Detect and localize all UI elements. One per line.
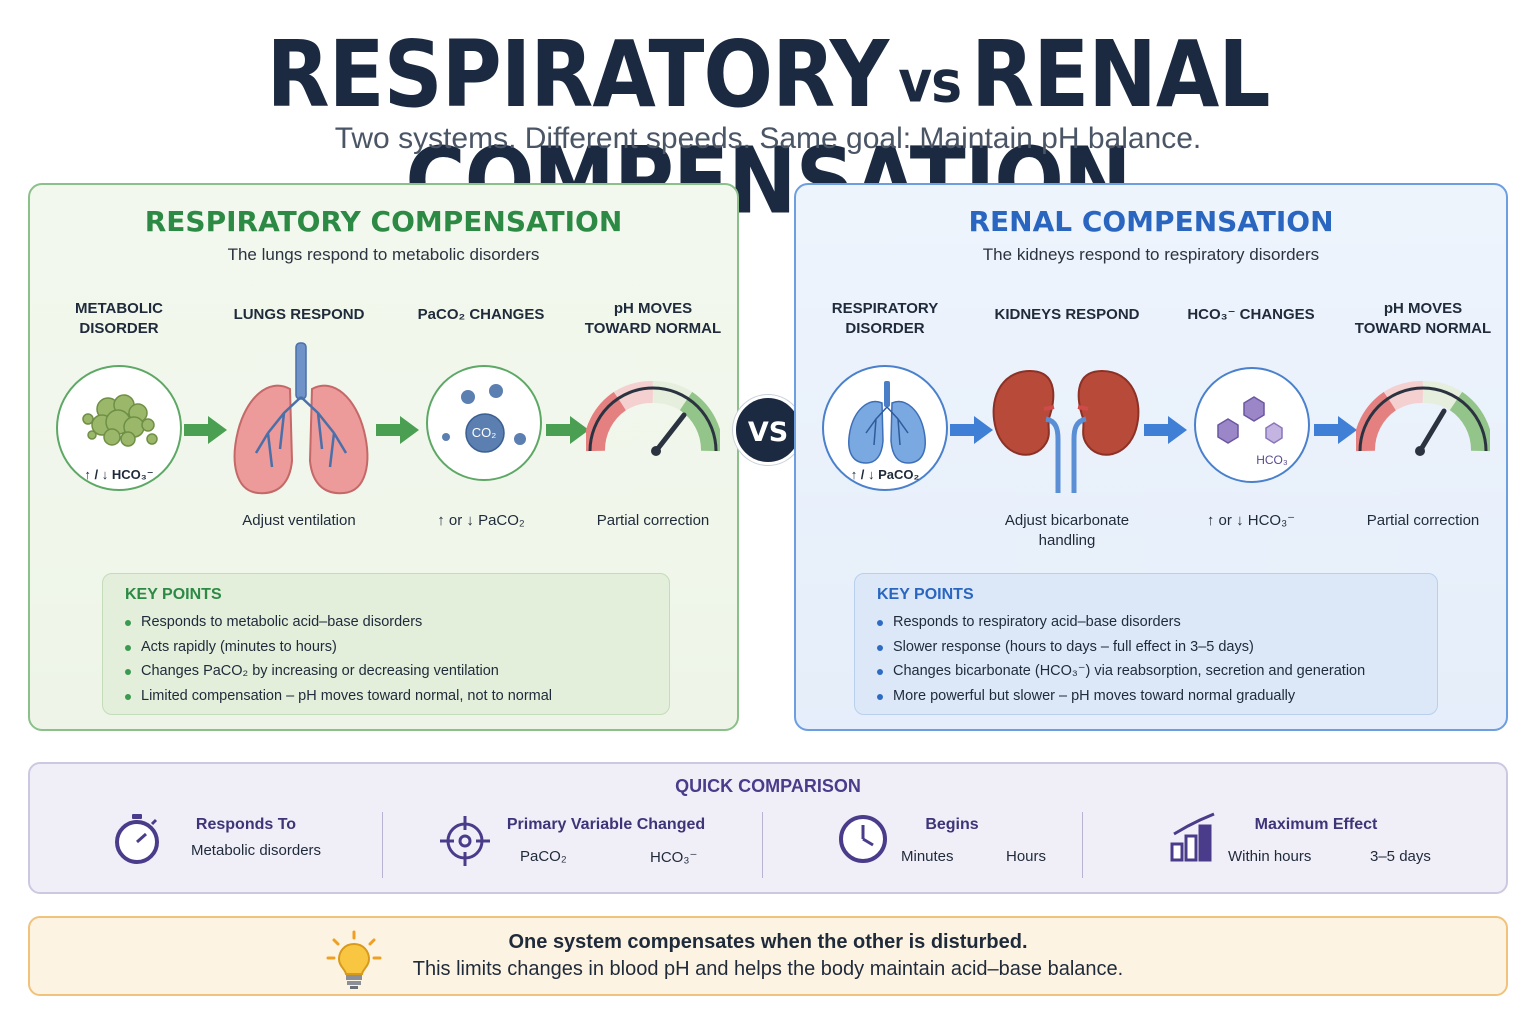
- vs-badge: VS: [733, 395, 803, 465]
- title-vs: vs: [898, 48, 962, 117]
- divider: [1082, 812, 1083, 878]
- list-item: More powerful but slower – pH moves towa…: [877, 684, 1415, 709]
- col-begins-value-1: Minutes: [901, 848, 954, 865]
- col-maximum-effect-value-2: 3–5 days: [1370, 848, 1431, 865]
- respiratory-panel: RESPIRATORY COMPENSATION The lungs respo…: [28, 183, 739, 731]
- arrow-right-icon: [184, 416, 227, 444]
- col-primary-variable-value-1: PaCO₂: [520, 848, 567, 865]
- col-responds-to-header: Responds To: [195, 816, 297, 833]
- respiratory-disorder-circle: ↑ / ↓ PaCO₂: [822, 365, 948, 491]
- summary-banner: One system compensates when the other is…: [28, 916, 1508, 996]
- renal-key-points: KEY POINTS Responds to respiratory acid–…: [854, 573, 1438, 715]
- hco3-circle: HCO₃: [1194, 367, 1310, 483]
- ph-gauge-icon: [1356, 381, 1490, 456]
- respiratory-subtitle: The lungs respond to metabolic disorders: [227, 245, 540, 264]
- metabolic-disorder-circle: ↑ / ↓ HCO₃⁻: [56, 365, 182, 491]
- col-responds-to-value: Metabolic disorders: [190, 842, 322, 859]
- col-primary-variable-header: Primary Variable Changed: [506, 816, 706, 833]
- divider: [762, 812, 763, 878]
- quick-comparison: QUICK COMPARISON Responds To Metabolic d…: [28, 762, 1508, 894]
- caption-paco2-change: ↑ or ↓ PaCO₂: [437, 512, 525, 529]
- ph-gauge-icon: [586, 381, 720, 456]
- clock-icon: [839, 815, 887, 863]
- arrow-right-icon: [1144, 416, 1187, 444]
- co2-circle: CO₂: [426, 365, 542, 481]
- renal-title: RENAL COMPENSATION: [968, 205, 1334, 238]
- step-label-respiratory-disorder: RESPIRATORY DISORDER: [831, 300, 939, 337]
- step-label-paco2-changes: PaCO₂ CHANGES: [417, 306, 545, 323]
- hco3-label: HCO₃: [1256, 453, 1288, 467]
- col-maximum-effect-header: Maximum Effect: [1254, 816, 1378, 833]
- bicarbonate-molecule-icon: [1217, 396, 1283, 444]
- lungs-small-icon: [848, 381, 926, 464]
- respiratory-title: RESPIRATORY COMPENSATION: [144, 205, 623, 238]
- col-maximum-effect-value-1: Within hours: [1228, 848, 1312, 865]
- lightbulb-icon: [326, 930, 382, 989]
- caption-adjust-bicarbonate: Adjust bicarbonate handling: [1004, 512, 1130, 549]
- banner-headline: One system compensates when the other is…: [508, 931, 1028, 953]
- step-label-kidneys-respond: KIDNEYS RESPOND: [994, 306, 1140, 323]
- title-part-respiratory: RESPIRATORY: [266, 22, 889, 129]
- key-points-title: KEY POINTS: [125, 586, 222, 603]
- arrow-right-icon: [376, 416, 419, 444]
- co2-label: CO₂: [471, 425, 497, 440]
- col-begins-value-2: Hours: [1006, 848, 1047, 865]
- list-item: Responds to respiratory acid–base disord…: [877, 610, 1415, 635]
- quick-comparison-title: QUICK COMPARISON: [675, 776, 861, 796]
- step-label-ph-moves: pH MOVES TOWARD NORMAL: [1354, 300, 1492, 337]
- target-icon: [440, 816, 490, 866]
- arrow-right-icon: [546, 416, 589, 444]
- divider: [382, 812, 383, 878]
- caption-partial-correction: Partial correction: [1366, 512, 1480, 529]
- list-item: Changes bicarbonate (HCO₃⁻) via reabsorp…: [877, 659, 1415, 684]
- respiratory-key-points: KEY POINTS Responds to metabolic acid–ba…: [102, 573, 670, 715]
- step-label-metabolic-disorder: METABOLIC DISORDER: [74, 300, 164, 337]
- arrow-right-icon: [1314, 416, 1357, 444]
- list-item: Responds to metabolic acid–base disorder…: [125, 610, 647, 635]
- renal-subtitle: The kidneys respond to respiratory disor…: [982, 245, 1320, 264]
- kidneys-icon: [992, 369, 1140, 493]
- list-item: Slower response (hours to days – full ef…: [877, 635, 1415, 660]
- bar-chart-icon: [1170, 812, 1215, 862]
- step-label-ph-moves: pH MOVES TOWARD NORMAL: [584, 300, 722, 337]
- caption-partial-correction: Partial correction: [596, 512, 710, 529]
- page-subtitle: Two systems. Different speeds. Same goal…: [334, 122, 1202, 155]
- co2-molecule-icon: [442, 384, 526, 453]
- cell-cluster-icon: [82, 394, 158, 447]
- step-label-lungs-respond: LUNGS RESPOND: [233, 306, 365, 323]
- list-item: Changes PaCO₂ by increasing or decreasin…: [125, 659, 647, 684]
- col-primary-variable-value-2: HCO₃⁻: [650, 849, 698, 866]
- paco2-change-label: ↑ / ↓ PaCO₂: [850, 467, 920, 482]
- col-begins-header: Begins: [925, 816, 979, 833]
- renal-panel: RENAL COMPENSATION The kidneys respond t…: [794, 183, 1508, 731]
- caption-hco3-change: ↑ or ↓ HCO₃⁻: [1206, 512, 1296, 529]
- hco3-change-label: ↑ / ↓ HCO₃⁻: [84, 467, 154, 482]
- list-item: Acts rapidly (minutes to hours): [125, 635, 647, 660]
- key-points-title: KEY POINTS: [877, 586, 974, 603]
- stopwatch-icon: [115, 814, 159, 864]
- list-item: Limited compensation – pH moves toward n…: [125, 684, 647, 709]
- caption-adjust-ventilation: Adjust ventilation: [242, 512, 356, 529]
- step-label-hco3-changes: HCO₃⁻ CHANGES: [1187, 306, 1315, 323]
- arrow-right-icon: [950, 416, 993, 444]
- lungs-icon: [233, 342, 369, 495]
- banner-text: This limits changes in blood pH and help…: [412, 958, 1124, 980]
